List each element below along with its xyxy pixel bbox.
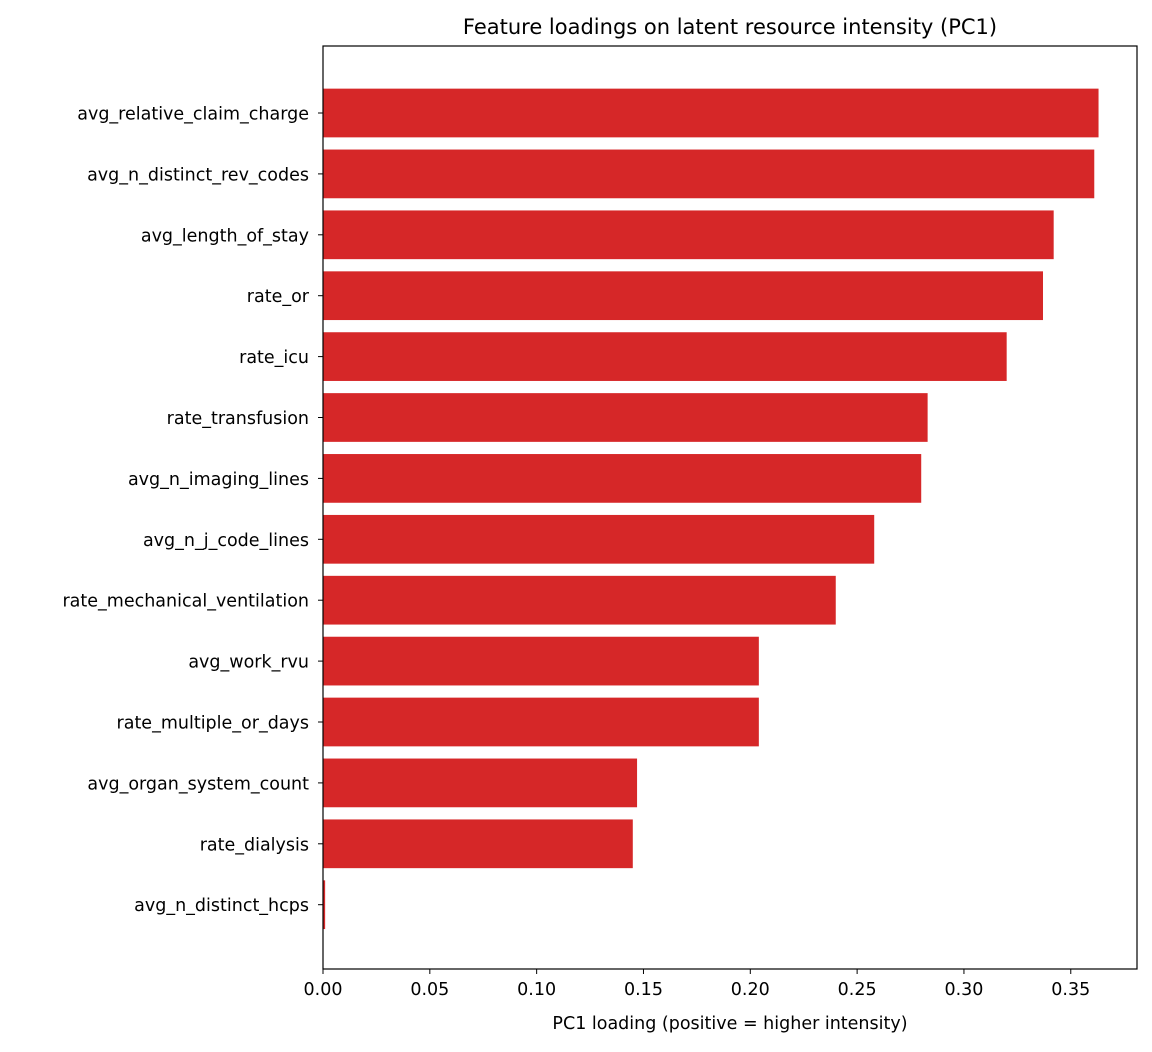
y-tick-label: avg_work_rvu: [188, 653, 309, 673]
bar-avg_n_j_code_lines: [323, 514, 875, 564]
y-tick-label: avg_relative_claim_charge: [77, 105, 309, 125]
y-tick-label: avg_organ_system_count: [87, 774, 309, 794]
bar-rate_transfusion: [323, 393, 928, 442]
y-tick-label: rate_or: [247, 287, 310, 307]
bar-rate_multiple_or_days: [323, 697, 759, 747]
y-tick-label: rate_mechanical_ventilation: [62, 592, 309, 612]
x-tick-label: 0.25: [838, 980, 877, 1000]
x-axis-label: PC1 loading (positive = higher intensity…: [552, 1014, 907, 1034]
y-tick-label: rate_transfusion: [167, 409, 309, 429]
x-tick-label: 0.05: [410, 980, 449, 1000]
x-tick-label: 0.20: [731, 980, 770, 1000]
bar-avg_n_distinct_hcps: [323, 880, 326, 930]
x-tick-label: 0.15: [624, 980, 663, 1000]
y-tick-label: avg_n_j_code_lines: [143, 531, 309, 551]
bar-rate_mechanical_ventilation: [323, 575, 836, 625]
bar-rate_dialysis: [323, 819, 633, 869]
bar-avg_organ_system_count: [323, 758, 638, 808]
x-tick-label: 0.10: [517, 980, 556, 1000]
bar-avg_relative_claim_charge: [323, 88, 1099, 138]
y-tick-label: rate_dialysis: [200, 835, 309, 855]
x-tick-label: 0.00: [304, 980, 343, 1000]
y-tick-label: avg_length_of_stay: [141, 226, 309, 246]
y-tick-label: rate_multiple_or_days: [117, 714, 309, 734]
chart-title: Feature loadings on latent resource inte…: [463, 15, 997, 39]
bar-rate_icu: [323, 332, 1007, 381]
y-tick-label: avg_n_distinct_rev_codes: [87, 165, 309, 185]
bar-avg_length_of_stay: [323, 210, 1054, 260]
y-tick-label: rate_icu: [239, 348, 309, 368]
x-tick-label: 0.30: [944, 980, 983, 1000]
bar-rate_or: [323, 271, 1043, 321]
bar-avg_n_distinct_rev_codes: [323, 149, 1095, 199]
y-tick-label: avg_n_imaging_lines: [128, 470, 309, 490]
y-tick-label: avg_n_distinct_hcps: [134, 896, 309, 916]
plot-frame: [322, 45, 1138, 970]
x-tick-label: 0.35: [1051, 980, 1090, 1000]
bar-avg_work_rvu: [323, 636, 759, 686]
bar-avg_n_imaging_lines: [323, 454, 922, 503]
